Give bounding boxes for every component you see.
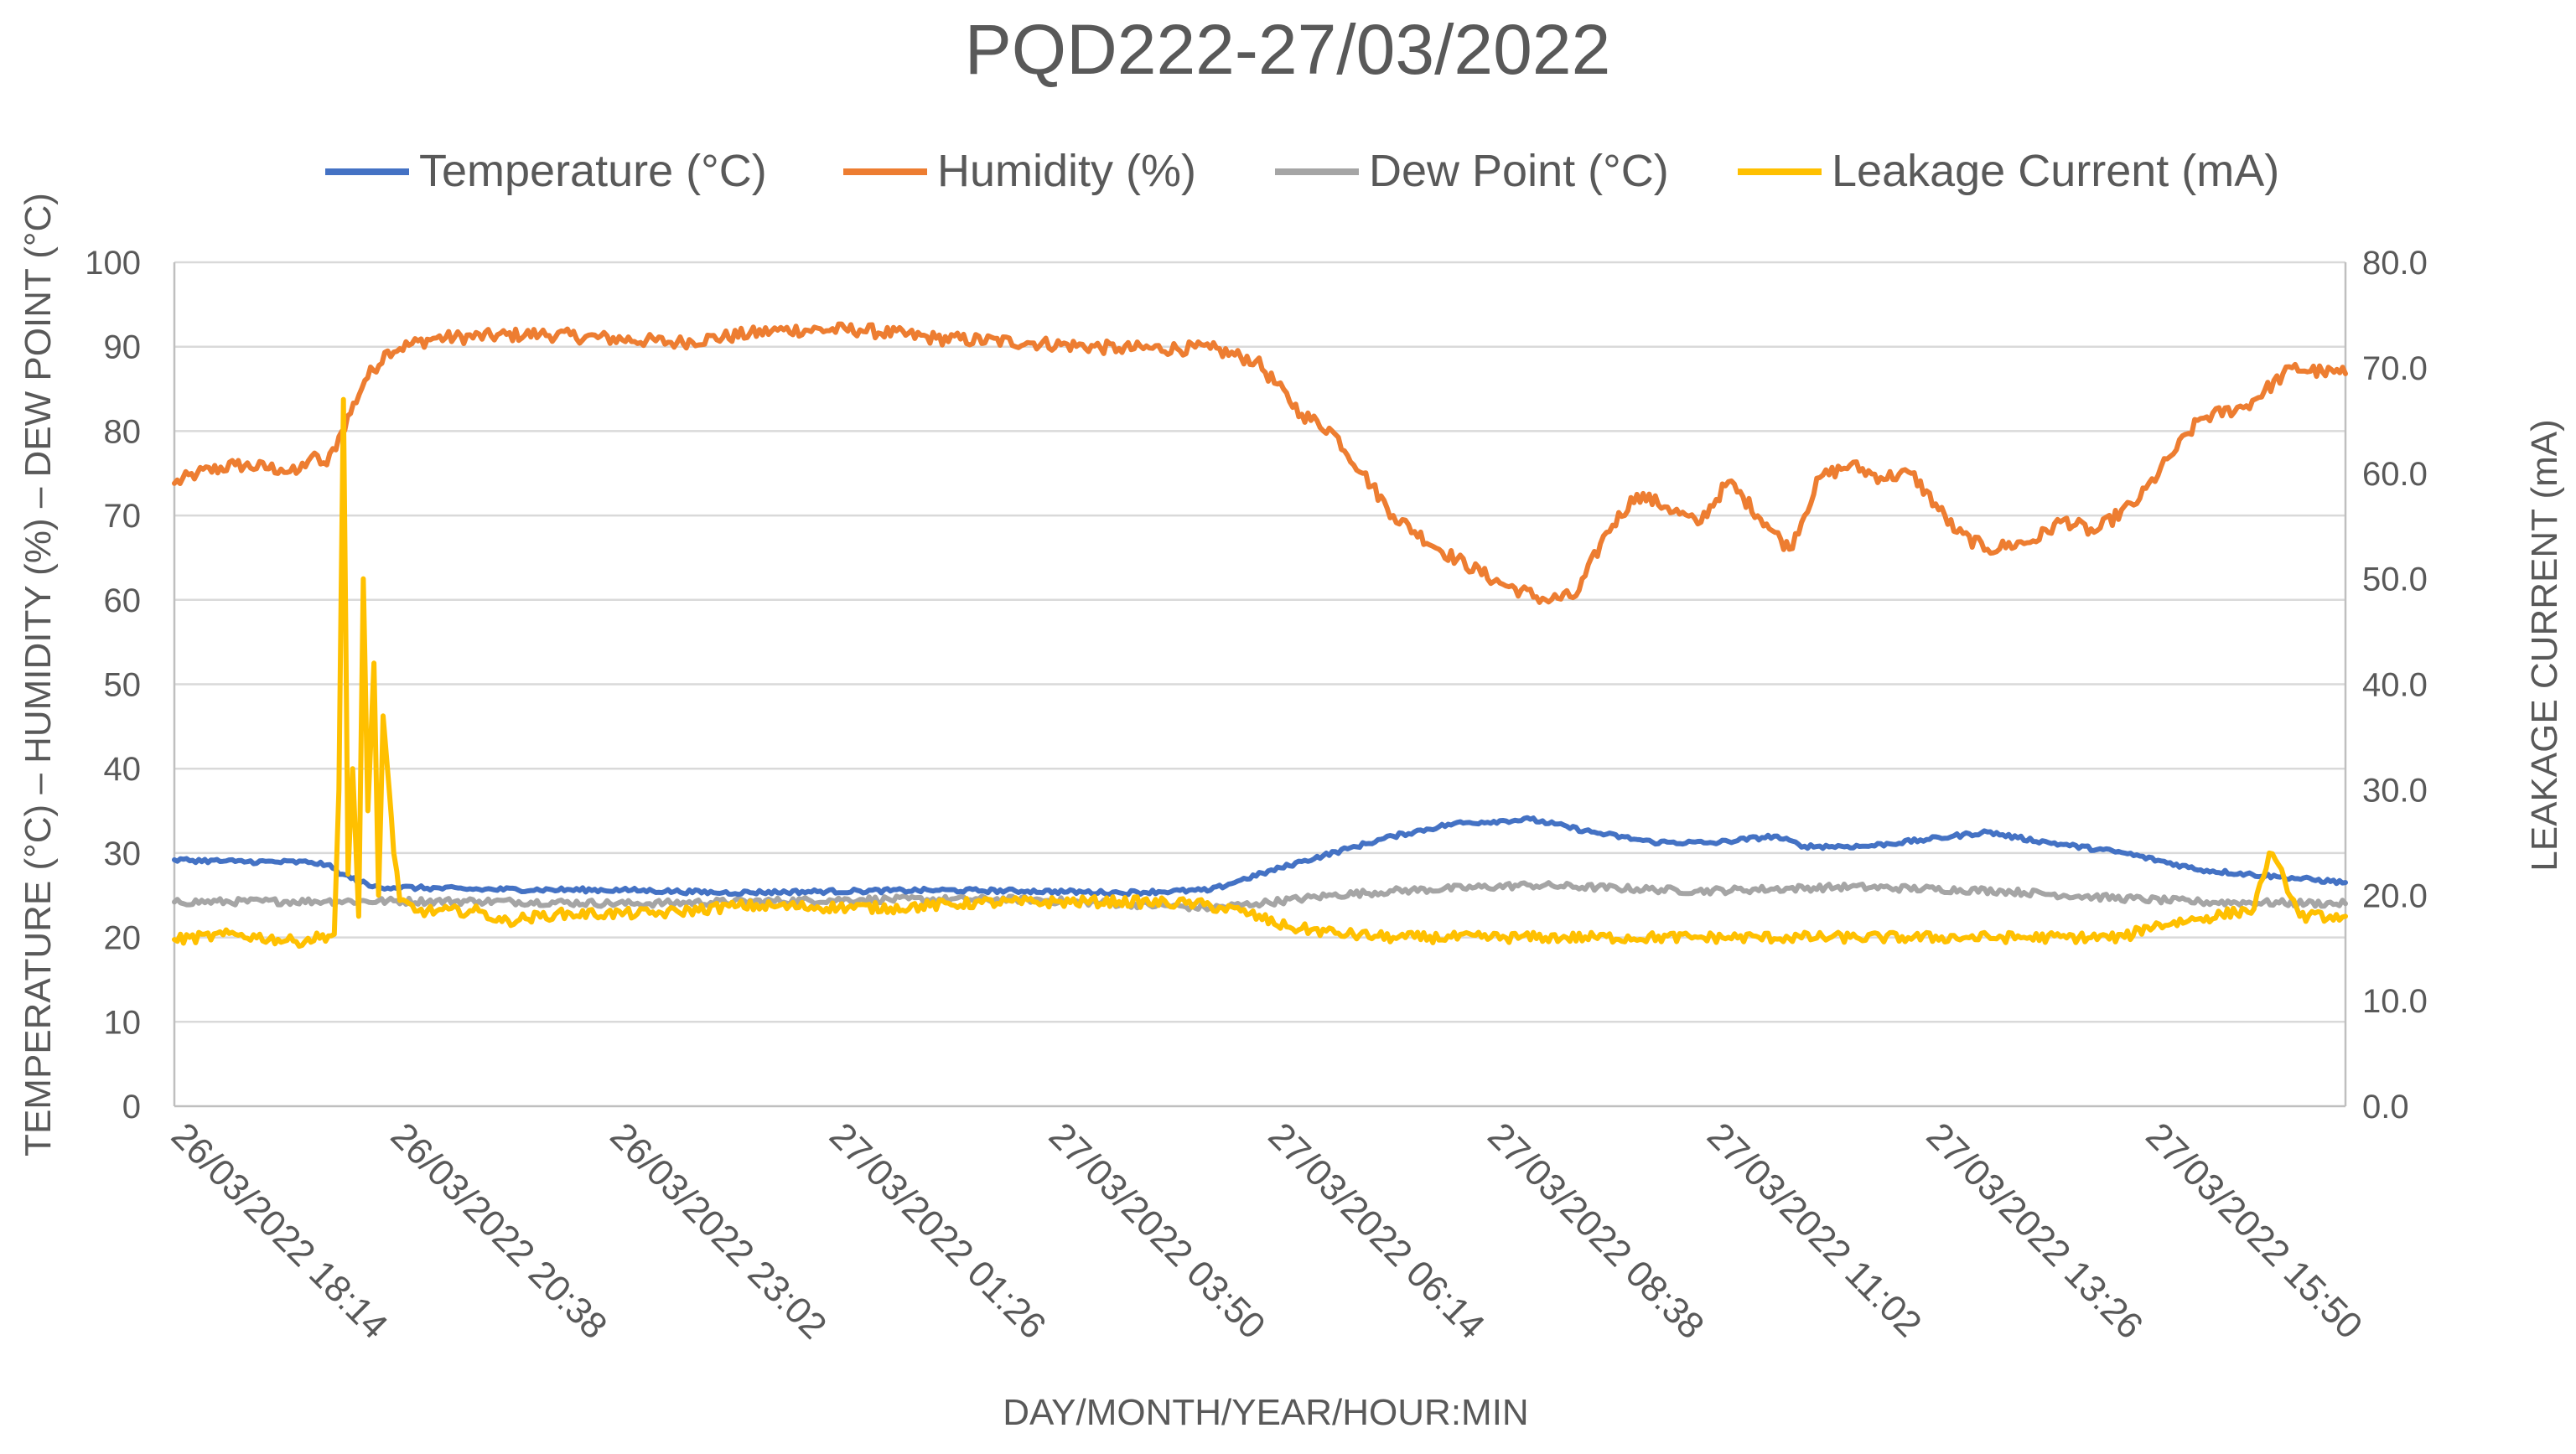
y-tick-label: 0 (122, 1089, 141, 1125)
y-tick-label: 100 (85, 245, 141, 282)
y2-axis-title: LEAKAGE CURRENT (mA) (2524, 419, 2565, 872)
y2-tick-label: 20.0 (2362, 877, 2428, 914)
right-axis-ticks: 0.0 10.0 20.0 30.0 40.0 50.0 60.0 70.0 80.0 (2362, 245, 2428, 1125)
x-tick-label: 27/03/2022 11:02 (1699, 1115, 1930, 1345)
x-tick-label: 27/03/2022 15:50 (2138, 1115, 2370, 1347)
y2-tick-label: 30.0 (2362, 772, 2428, 809)
y-axis-title: TEMPERATURE (°C) – HUMIDITY (%) – DEW PO… (18, 193, 59, 1156)
y-tick-label: 40 (104, 751, 142, 788)
x-tick-label: 27/03/2022 13:26 (1919, 1115, 2151, 1347)
y2-tick-label: 40.0 (2362, 667, 2428, 704)
y2-tick-label: 50.0 (2362, 561, 2428, 598)
series-lines (172, 321, 2348, 949)
x-tick-label: 27/03/2022 03:50 (1041, 1115, 1273, 1347)
x-tick-label: 27/03/2022 08:38 (1480, 1115, 1712, 1347)
legend: Temperature (°C) Humidity (%) Dew Point … (325, 146, 2279, 196)
x-tick-label: 26/03/2022 23:02 (602, 1115, 834, 1347)
series-line-leakage-current (172, 396, 2348, 949)
chart-title: PQD222-27/03/2022 (965, 10, 1611, 89)
y-tick-label: 70 (104, 498, 142, 535)
x-tick-label: 26/03/2022 18:14 (163, 1115, 396, 1347)
y-tick-label: 20 (104, 920, 142, 957)
left-axis-ticks: 0 10 20 30 40 50 60 70 80 90 100 (85, 245, 141, 1125)
axes (173, 262, 2347, 1108)
y-tick-label: 50 (104, 667, 142, 704)
x-tick-label: 26/03/2022 20:38 (383, 1115, 615, 1347)
y-tick-label: 30 (104, 836, 142, 872)
series-line-temperature (172, 815, 2348, 898)
y2-tick-label: 70.0 (2362, 350, 2428, 387)
series-line-humidity (172, 321, 2348, 605)
y-tick-label: 90 (104, 329, 142, 366)
y2-tick-label: 60.0 (2362, 456, 2428, 493)
legend-label-humidity: Humidity (%) (937, 146, 1196, 196)
x-axis-title: DAY/MONTH/YEAR/HOUR:MIN (1003, 1392, 1528, 1433)
y-tick-label: 80 (104, 413, 142, 450)
y2-tick-label: 10.0 (2362, 983, 2428, 1020)
gridlines (174, 261, 2345, 1023)
series-line-dew-point (172, 880, 2348, 913)
legend-label-dew-point: Dew Point (°C) (1369, 146, 1669, 196)
x-tick-label: 27/03/2022 06:14 (1261, 1115, 1493, 1347)
y2-tick-label: 0.0 (2362, 1089, 2409, 1125)
y2-tick-label: 80.0 (2362, 245, 2428, 282)
y-tick-label: 60 (104, 582, 142, 619)
x-tick-label: 27/03/2022 01:26 (822, 1115, 1054, 1347)
y-tick-label: 10 (104, 1004, 142, 1041)
legend-label-leakage-current: Leakage Current (mA) (1832, 146, 2279, 196)
legend-label-temperature: Temperature (°C) (419, 146, 767, 196)
